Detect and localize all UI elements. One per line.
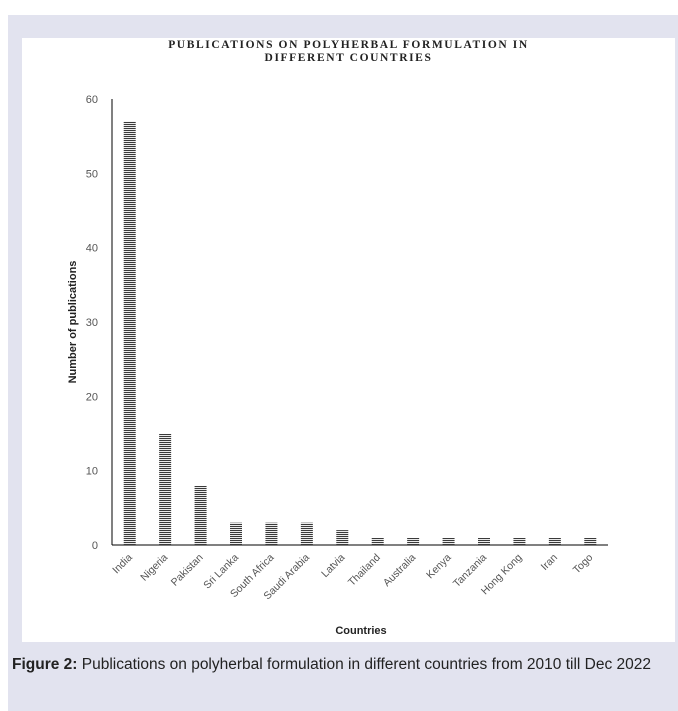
caption-text: Publications on polyherbal formulation i… xyxy=(81,656,651,673)
x-tick-label: Togo xyxy=(571,552,596,577)
y-tick-label: 40 xyxy=(86,243,98,255)
bar-south-africa xyxy=(265,522,278,545)
figure-caption: Figure 2: Publications on polyherbal for… xyxy=(12,654,674,675)
chart-title-line-2: DIFFERENT COUNTRIES xyxy=(264,52,433,64)
bar-saudi-arabia xyxy=(300,522,313,545)
bar-nigeria xyxy=(159,433,172,545)
chart-title: PUBLICATIONS ON POLYHERBAL FORMULATION I… xyxy=(22,39,675,65)
bar-tanzania xyxy=(478,537,490,545)
y-tick-label: 20 xyxy=(86,391,98,403)
x-tick-label: Australia xyxy=(381,552,418,589)
bar-kenya xyxy=(442,537,455,545)
x-tick-label: Thailand xyxy=(346,552,383,589)
y-tick-label: 50 xyxy=(86,168,98,180)
bar-iran xyxy=(548,537,561,545)
bar-togo xyxy=(584,537,597,545)
bar-india xyxy=(123,121,136,546)
x-tick-label: Iran xyxy=(539,552,560,573)
y-tick-label: 10 xyxy=(86,466,98,478)
bar-hong-kong xyxy=(513,537,526,545)
x-tick-label: Nigeria xyxy=(138,552,170,584)
bar-australia xyxy=(407,537,420,545)
x-tick-label: Kenya xyxy=(424,552,454,582)
x-tick-label: Latvia xyxy=(319,552,347,580)
bar-pakistan xyxy=(194,485,207,545)
bar-thailand xyxy=(371,537,384,545)
caption-label: Figure 2: xyxy=(12,656,78,673)
x-tick-label: India xyxy=(110,552,135,577)
y-tick-label: 60 xyxy=(86,94,98,106)
bar-sri-lanka xyxy=(230,522,242,545)
chart-title-line-1: PUBLICATIONS ON POLYHERBAL FORMULATION I… xyxy=(168,39,529,51)
x-axis-title: Countries xyxy=(335,625,386,637)
bar-latvia xyxy=(336,530,349,545)
y-axis-title: Number of publications xyxy=(67,261,79,384)
y-tick-label: 30 xyxy=(86,317,98,329)
y-tick-label: 0 xyxy=(92,540,98,552)
